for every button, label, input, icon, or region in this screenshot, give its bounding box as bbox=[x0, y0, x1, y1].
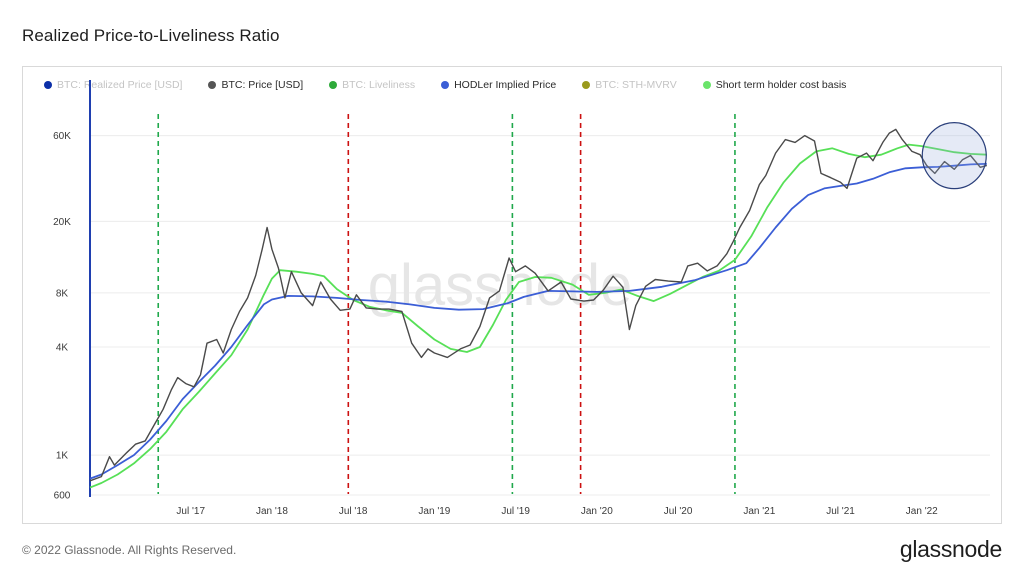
y-tick-label: 60K bbox=[53, 131, 71, 142]
x-tick-label: Jan '19 bbox=[418, 506, 450, 517]
price-dot-icon bbox=[208, 81, 217, 89]
legend-label: BTC: Realized Price [USD] bbox=[57, 79, 183, 91]
liveliness-dot-icon bbox=[329, 81, 338, 89]
x-tick-label: Jul '21 bbox=[826, 506, 855, 517]
y-tick-label: 600 bbox=[54, 491, 71, 502]
sth-mvrv-dot-icon bbox=[582, 81, 591, 89]
legend-item-price[interactable]: BTC: Price [USD] bbox=[208, 79, 303, 91]
legend-label: BTC: Price [USD] bbox=[221, 79, 304, 91]
highlight-circle-recent-range bbox=[921, 122, 987, 190]
x-tick-label: Jul '17 bbox=[176, 506, 205, 517]
legend-item-liveliness[interactable]: BTC: Liveliness bbox=[329, 79, 415, 91]
x-tick-label: Jul '20 bbox=[664, 506, 693, 517]
legend-label: Short term holder cost basis bbox=[715, 79, 847, 91]
legend-item-realized-price[interactable]: BTC: Realized Price [USD] bbox=[44, 79, 182, 91]
y-tick-label: 8K bbox=[56, 288, 69, 299]
x-tick-label: Jul '19 bbox=[501, 506, 530, 517]
y-tick-label: 4K bbox=[56, 342, 69, 353]
realized-price-dot-icon bbox=[44, 81, 52, 89]
x-tick-label: Jan '22 bbox=[906, 506, 938, 517]
x-tick-label: Jan '20 bbox=[581, 506, 613, 517]
hodler-dot-icon bbox=[441, 81, 450, 89]
series-line-hodler-implied-price[interactable] bbox=[89, 162, 987, 480]
series-line-short-term-holder-cost-basis[interactable] bbox=[89, 143, 987, 489]
x-tick-label: Jan '18 bbox=[256, 506, 288, 517]
legend: BTC: Realized Price [USD] BTC: Price [US… bbox=[44, 78, 872, 92]
legend-label: HODLer Implied Price bbox=[454, 79, 557, 91]
legend-label: BTC: Liveliness bbox=[342, 79, 416, 91]
y-tick-label: 20K bbox=[53, 217, 71, 228]
sth-cost-basis-dot-icon bbox=[702, 81, 711, 89]
x-tick-label: Jan '21 bbox=[743, 506, 775, 517]
legend-item-sth-cost-basis[interactable]: Short term holder cost basis bbox=[702, 79, 847, 91]
watermark: glassnode bbox=[368, 253, 632, 318]
legend-label: BTC: STH-MVRV bbox=[595, 79, 677, 91]
x-tick-label: Jul '18 bbox=[339, 506, 368, 517]
legend-item-sth-mvrv[interactable]: BTC: STH-MVRV bbox=[582, 79, 677, 91]
glassnode-logo[interactable]: glassnode bbox=[899, 536, 1002, 562]
copyright: © 2022 Glassnode. All Rights Reserved. bbox=[22, 543, 237, 557]
legend-item-hodler-implied-price[interactable]: HODLer Implied Price bbox=[441, 79, 556, 91]
page-title: Realized Price-to-Liveliness Ratio bbox=[22, 26, 280, 45]
series-line-btc-price-usd-[interactable] bbox=[89, 128, 987, 482]
y-tick-label: 1K bbox=[56, 451, 69, 462]
